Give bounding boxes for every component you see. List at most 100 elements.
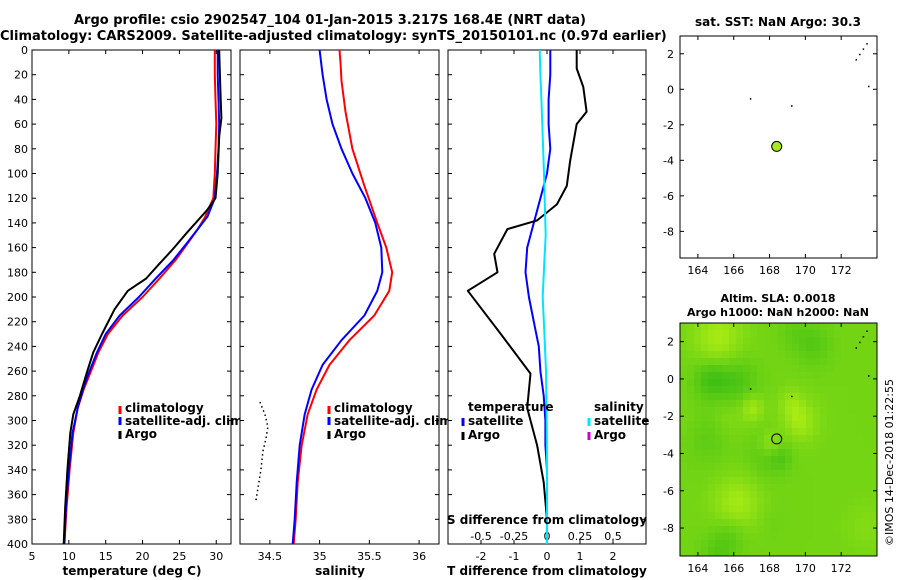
latitude-tick-label: -6 [663,190,674,203]
sla-cell [722,470,730,478]
sla-cell [687,435,695,443]
sla-cell [764,421,772,429]
sla-cell [785,470,793,478]
difference-panel: -2 -1 0 1 2-0.5 -0.25 0 0.25 0.5 T difference fr… [447,49,649,578]
sla-cell [708,330,716,338]
sla-cell [701,547,709,555]
sla-cell [708,477,716,485]
sla-cell [687,540,695,548]
sla-cell [785,407,793,415]
sla-cell [792,372,800,380]
sla-cell [736,379,744,387]
sla-cell [869,435,877,443]
sla-cell [792,400,800,408]
sla-cell [848,351,856,359]
sla-cell [687,407,695,415]
sla-cell [869,456,877,464]
sla-cell [862,379,870,387]
sla-cell [848,519,856,527]
sla-cell [771,463,779,471]
sla-cell [862,421,870,429]
longitude-tick-label: 164 [687,562,708,575]
sla-cell [743,547,751,555]
sla-cell [708,498,716,506]
sla-cell [785,547,793,555]
sla-cell [848,407,856,415]
sla-cell [764,372,772,380]
sla-cell [701,442,709,450]
sla-cell [813,491,821,499]
sla-cell [778,533,786,541]
sla-cell [736,498,744,506]
sla-cell [743,463,751,471]
legend-label-satellite: satellite-adj. clim. [334,414,456,428]
sla-cell [729,407,737,415]
sla-cell [708,400,716,408]
sla-cell [771,435,779,443]
sla-cell [841,421,849,429]
sla-cell [680,554,688,557]
sla-cell [813,386,821,394]
sla-cell [708,421,716,429]
sla-cell [722,512,730,520]
sla-cell [841,379,849,387]
sla-cell [785,463,793,471]
sla-cell [687,442,695,450]
depth-tick-label: 100 [7,168,28,181]
sla-cell [848,477,856,485]
coastline [749,43,870,107]
legend-label-t-argo: Argo [468,428,500,442]
sla-cell [799,323,807,331]
sla-cell [680,400,688,408]
temperature-axes-frame [31,49,232,545]
sla-cell [869,344,877,352]
sla-cell [743,533,751,541]
sla-cell [778,498,786,506]
sla-cell [680,323,688,331]
sla-cell [869,519,877,527]
sla-cell [778,351,786,359]
sla-cell [694,351,702,359]
sla-cell [813,463,821,471]
sla-cell [771,484,779,492]
longitude-tick-label: 168 [759,562,780,575]
sla-cell [708,435,716,443]
sla-cell [778,526,786,534]
sla-cell [708,323,716,331]
sla-cell [771,372,779,380]
sla-cell [848,491,856,499]
sla-cell [820,547,828,555]
sla-cell [820,323,828,331]
legend-label-argo: Argo [125,427,157,441]
sla-cell [680,470,688,478]
sla-cell [834,379,842,387]
sla-cell [862,407,870,415]
sla-cell [785,351,793,359]
sla-cell [708,547,716,555]
sla-cell [701,435,709,443]
sla-cell [708,379,716,387]
sla-cell [743,554,751,557]
latitude-tick-label: -6 [663,485,674,498]
sla-cell [834,393,842,401]
sla-cell [687,400,695,408]
sla-cell [806,519,814,527]
sla-cell [687,393,695,401]
sla-cell [820,344,828,352]
sla-cell [715,337,723,345]
sla-cell [792,526,800,534]
sla-cell [813,414,821,422]
sla-cell [834,344,842,352]
sla-cell [708,365,716,373]
sla-cell [722,498,730,506]
sla-cell [848,526,856,534]
altimetry-title-line1: Altim. SLA: 0.0018 [720,292,835,305]
sla-cell [715,379,723,387]
sla-cell [701,393,709,401]
sla-cell [729,414,737,422]
sla-cell [862,386,870,394]
sla-cell [680,337,688,345]
depth-tick-label: 80 [14,143,28,156]
depth-tick-label: 360 [7,489,28,502]
sla-cell [813,323,821,331]
